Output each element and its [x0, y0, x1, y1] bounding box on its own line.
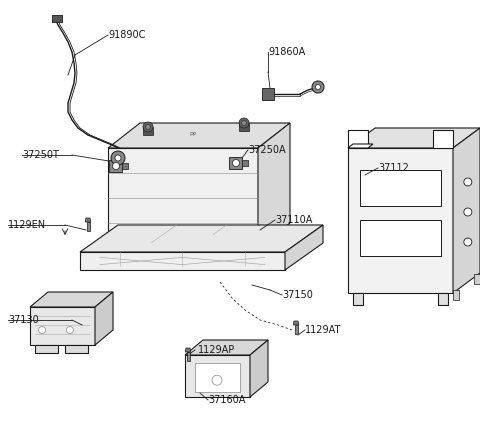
- Text: 37150: 37150: [282, 290, 313, 300]
- Polygon shape: [108, 123, 290, 148]
- Polygon shape: [474, 273, 480, 284]
- Circle shape: [315, 85, 321, 89]
- Text: 91860A: 91860A: [268, 47, 305, 57]
- Circle shape: [143, 122, 153, 132]
- Text: 91890C: 91890C: [108, 30, 145, 40]
- Polygon shape: [195, 363, 240, 392]
- Circle shape: [464, 238, 472, 246]
- Circle shape: [111, 151, 125, 165]
- Polygon shape: [360, 170, 441, 206]
- Polygon shape: [122, 163, 128, 169]
- Polygon shape: [360, 220, 441, 256]
- Polygon shape: [185, 340, 268, 355]
- Polygon shape: [433, 130, 453, 148]
- Polygon shape: [80, 225, 323, 252]
- Polygon shape: [85, 218, 91, 222]
- Polygon shape: [239, 123, 249, 131]
- Circle shape: [67, 327, 73, 334]
- Polygon shape: [185, 348, 191, 352]
- Polygon shape: [95, 292, 113, 345]
- Text: 37250T: 37250T: [22, 150, 59, 160]
- Circle shape: [112, 162, 120, 169]
- Polygon shape: [453, 128, 480, 293]
- Polygon shape: [348, 128, 480, 148]
- Text: 37130: 37130: [8, 315, 39, 325]
- Polygon shape: [86, 222, 89, 231]
- Polygon shape: [348, 130, 368, 148]
- Text: 1129EN: 1129EN: [8, 220, 46, 230]
- Polygon shape: [185, 355, 250, 397]
- Polygon shape: [80, 252, 285, 270]
- Polygon shape: [250, 340, 268, 397]
- Text: 37160A: 37160A: [208, 395, 245, 405]
- Polygon shape: [187, 352, 190, 361]
- Text: 1129AP: 1129AP: [198, 345, 235, 355]
- Polygon shape: [348, 144, 373, 148]
- Text: 1129AT: 1129AT: [305, 325, 341, 335]
- Polygon shape: [353, 293, 363, 305]
- Text: 37112: 37112: [378, 163, 409, 173]
- Text: PP: PP: [190, 133, 197, 137]
- Polygon shape: [229, 157, 242, 169]
- Polygon shape: [143, 127, 153, 135]
- Polygon shape: [108, 148, 258, 248]
- Circle shape: [239, 118, 249, 128]
- Text: 37110A: 37110A: [275, 215, 312, 225]
- Circle shape: [464, 208, 472, 216]
- Circle shape: [115, 155, 121, 161]
- Polygon shape: [453, 290, 459, 300]
- Polygon shape: [295, 325, 298, 334]
- Polygon shape: [438, 293, 448, 305]
- Circle shape: [464, 178, 472, 186]
- Polygon shape: [348, 148, 453, 293]
- Polygon shape: [293, 321, 299, 325]
- Polygon shape: [258, 123, 290, 248]
- Polygon shape: [242, 160, 248, 166]
- Polygon shape: [35, 345, 58, 353]
- Polygon shape: [262, 88, 274, 100]
- Circle shape: [145, 124, 151, 130]
- Text: 37250A: 37250A: [248, 145, 286, 155]
- Polygon shape: [285, 225, 323, 270]
- Polygon shape: [30, 292, 113, 307]
- Circle shape: [312, 81, 324, 93]
- Polygon shape: [30, 307, 95, 345]
- Circle shape: [38, 327, 46, 334]
- Circle shape: [241, 121, 247, 126]
- Circle shape: [232, 159, 240, 166]
- Circle shape: [212, 375, 222, 385]
- Polygon shape: [65, 345, 88, 353]
- Polygon shape: [109, 160, 122, 172]
- Polygon shape: [52, 15, 62, 22]
